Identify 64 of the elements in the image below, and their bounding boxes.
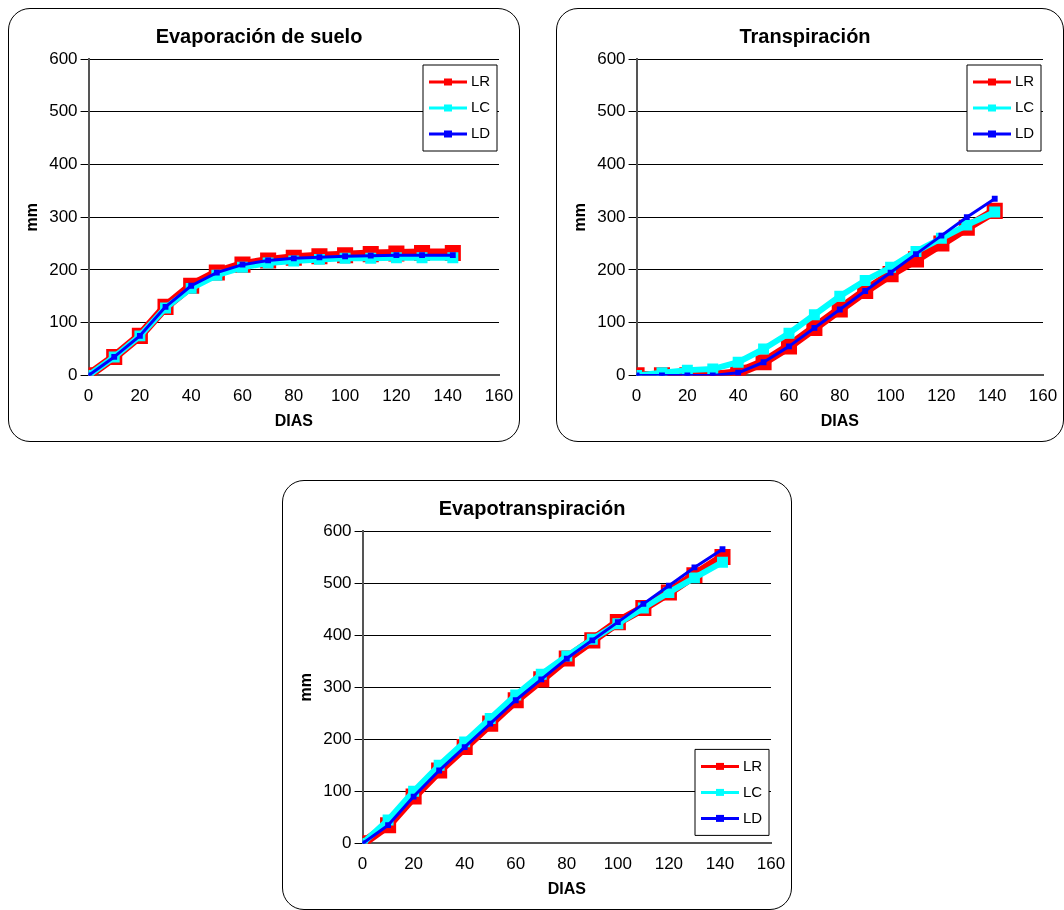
chart-title: Evapotranspiración (438, 496, 626, 519)
y-tick-label: 400 (323, 624, 352, 644)
legend-label: LR (743, 756, 763, 774)
y-tick-label: 200 (49, 259, 78, 279)
legend-label: LC (743, 782, 763, 800)
y-tick-label: 400 (49, 154, 78, 174)
y-axis-title: mm (571, 202, 589, 232)
x-tick-label: 0 (631, 386, 642, 406)
x-tick-label: 0 (357, 854, 368, 874)
y-tick-label: 500 (323, 572, 352, 592)
chart-title: Transpiración (739, 24, 871, 47)
x-tick-label: 80 (557, 854, 577, 874)
y-tick-label: 300 (597, 206, 626, 226)
x-tick-label: 120 (382, 386, 411, 406)
x-tick-label: 40 (728, 386, 748, 406)
legend-label: LC (471, 98, 491, 116)
x-tick-label: 40 (455, 854, 475, 874)
x-axis-title: DIAS (547, 879, 587, 897)
x-tick-label: 80 (830, 386, 850, 406)
x-tick-label: 20 (404, 854, 424, 874)
y-tick-label: 200 (597, 259, 626, 279)
legend-label: LD (471, 124, 491, 142)
y-tick-label: 100 (323, 781, 352, 801)
x-axis-title: DIAS (274, 411, 314, 429)
chart-title: Evaporación de suelo (155, 24, 363, 47)
y-tick-label: 0 (342, 833, 352, 853)
x-tick-label: 160 (756, 854, 786, 874)
x-tick-label: 0 (83, 386, 94, 406)
x-tick-label: 120 (654, 854, 684, 874)
x-tick-label: 160 (484, 386, 514, 406)
legend-label: LR (471, 72, 491, 90)
x-tick-label: 140 (978, 386, 1007, 406)
x-tick-label: 140 (705, 854, 735, 874)
y-tick-label: 300 (323, 676, 352, 696)
x-tick-label: 160 (1028, 386, 1058, 406)
legend-label: LD (743, 808, 763, 826)
y-tick-label: 100 (49, 312, 78, 332)
y-axis-title: mm (23, 202, 41, 232)
y-tick-label: 400 (597, 154, 626, 174)
x-tick-label: 60 (506, 854, 526, 874)
x-tick-label: 120 (927, 386, 956, 406)
legend-label: LD (1015, 124, 1035, 142)
x-tick-label: 80 (284, 386, 304, 406)
legend-label: LR (1015, 72, 1035, 90)
x-axis-title: DIAS (820, 411, 860, 429)
y-tick-label: 600 (49, 48, 78, 68)
x-tick-label: 100 (876, 386, 905, 406)
x-tick-label: 60 (233, 386, 252, 406)
y-tick-label: 100 (597, 312, 626, 332)
x-tick-label: 20 (677, 386, 697, 406)
y-tick-label: 500 (49, 101, 78, 121)
y-tick-label: 0 (616, 365, 626, 385)
y-tick-label: 600 (323, 520, 352, 540)
x-tick-label: 40 (181, 386, 201, 406)
y-tick-label: 500 (597, 101, 626, 121)
x-tick-label: 60 (779, 386, 799, 406)
y-tick-label: 600 (597, 48, 626, 68)
y-tick-label: 0 (68, 365, 78, 385)
x-tick-label: 140 (433, 386, 462, 406)
y-axis-title: mm (297, 672, 315, 702)
y-tick-label: 200 (323, 728, 352, 748)
y-tick-label: 300 (49, 206, 78, 226)
x-tick-label: 20 (130, 386, 150, 406)
legend-label: LC (1015, 98, 1035, 116)
